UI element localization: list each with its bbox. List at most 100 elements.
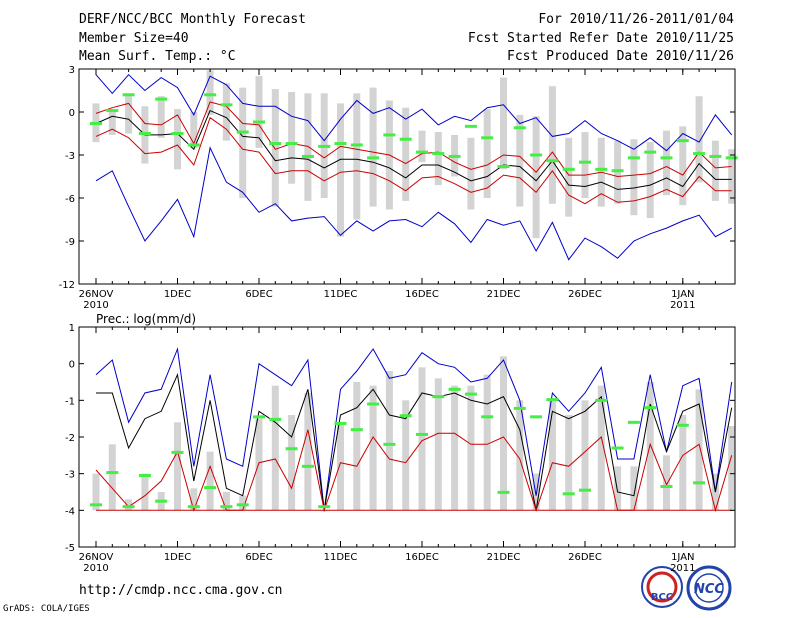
spread-bar — [255, 76, 263, 148]
obs-marker — [171, 132, 184, 135]
spread-bar — [467, 137, 475, 210]
obs-marker — [693, 152, 706, 156]
spread-bar — [483, 109, 491, 198]
obs-marker — [383, 133, 396, 137]
spread-bar — [630, 466, 638, 511]
obs-marker — [187, 505, 200, 509]
spread-bar — [337, 422, 344, 511]
spread-bar — [695, 389, 703, 511]
y-tick-label: -1 — [65, 396, 75, 407]
spread-bar — [500, 77, 507, 170]
x-tick-label: 26DEC — [568, 552, 602, 563]
series-line-lower — [95, 429, 733, 513]
x-tick-label: 1DEC — [164, 552, 191, 563]
obs-marker — [367, 402, 380, 406]
obs-marker — [220, 505, 233, 509]
spread-bar — [337, 103, 344, 237]
series-line-mean-std — [95, 116, 732, 205]
spread-bar — [125, 93, 133, 134]
spread-bar — [369, 385, 377, 511]
spread-bar — [646, 142, 654, 219]
obs-marker — [236, 503, 249, 507]
x-tick-label: 26NOV — [79, 289, 114, 300]
obs-marker — [644, 150, 657, 154]
x-tick-label: 1JAN — [671, 552, 694, 563]
obs-marker — [725, 156, 738, 160]
obs-marker — [416, 150, 428, 154]
obs-marker — [644, 406, 657, 410]
obs-marker — [660, 485, 673, 488]
x-tick-label: 21DEC — [487, 552, 521, 563]
obs-marker — [530, 415, 543, 419]
spread-bar — [711, 140, 719, 201]
y-tick-label: 0 — [69, 360, 75, 371]
y-tick-label: -6 — [65, 194, 75, 205]
obs-marker — [155, 97, 168, 101]
spread-bar — [271, 385, 279, 511]
x-tick-label: 11DEC — [324, 552, 358, 563]
obs-marker — [432, 395, 445, 399]
obs-marker — [481, 136, 494, 140]
obs-marker — [497, 164, 510, 168]
panel2-title: Prec.: log(mm/d) — [96, 312, 196, 326]
obs-marker — [579, 160, 591, 164]
y-tick-label: -3 — [65, 470, 75, 481]
obs-marker — [660, 156, 673, 160]
spread-bar — [548, 400, 556, 511]
obs-marker — [204, 93, 217, 97]
obs-marker — [627, 420, 640, 424]
series-line-mean — [96, 372, 733, 511]
obs-marker — [301, 154, 314, 158]
obs-marker — [155, 499, 168, 503]
obs-marker — [627, 156, 640, 160]
spread-bar — [597, 385, 605, 511]
spread-bar — [418, 130, 426, 163]
obs-marker — [383, 442, 396, 446]
spread-bar — [108, 109, 116, 135]
obs-marker — [138, 474, 151, 477]
spread-bar — [92, 473, 100, 511]
obs-marker — [530, 153, 543, 157]
obs-marker — [693, 481, 706, 485]
obs-marker — [301, 464, 314, 468]
spread-bar — [516, 400, 524, 511]
obs-marker — [562, 167, 575, 171]
obs-marker — [285, 447, 298, 451]
y-tick-label: -2 — [65, 433, 75, 444]
y-tick-label: -4 — [65, 506, 75, 517]
obs-marker — [350, 143, 363, 147]
x-tick-year: 2011 — [670, 563, 695, 574]
obs-marker — [236, 130, 249, 134]
obs-marker — [285, 142, 298, 146]
obs-marker — [448, 154, 461, 158]
obs-marker — [579, 488, 591, 492]
obs-marker — [611, 169, 624, 173]
obs-marker — [513, 126, 526, 130]
spread-bar — [190, 112, 198, 148]
x-tick-year: 2011 — [670, 300, 695, 311]
obs-marker — [367, 156, 380, 160]
series-line-ensemble-max — [95, 347, 733, 511]
obs-marker — [204, 486, 217, 490]
bcc-logo: BCC — [641, 566, 683, 608]
obs-marker — [318, 144, 331, 148]
spread-bar — [532, 473, 540, 511]
obs-marker — [464, 124, 477, 128]
spread-bar — [483, 374, 491, 511]
spread-bar — [288, 91, 296, 184]
spread-bar — [369, 87, 377, 207]
x-tick-label: 21DEC — [487, 289, 521, 300]
forecast-period: For 2010/11/26-2011/01/04 — [538, 12, 734, 27]
spread-bar — [565, 137, 573, 217]
spread-bar — [174, 422, 181, 511]
spread-bar — [532, 116, 540, 239]
x-tick-label: 1DEC — [164, 289, 191, 300]
obs-marker — [399, 414, 412, 418]
spread-bar — [663, 455, 670, 511]
spread-bar — [516, 114, 524, 207]
obs-marker — [416, 432, 428, 436]
spread-bar — [353, 382, 361, 511]
